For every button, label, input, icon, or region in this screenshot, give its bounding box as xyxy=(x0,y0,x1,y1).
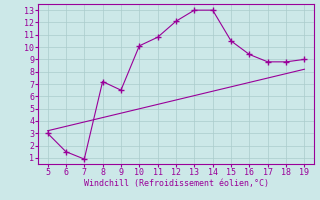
X-axis label: Windchill (Refroidissement éolien,°C): Windchill (Refroidissement éolien,°C) xyxy=(84,179,268,188)
